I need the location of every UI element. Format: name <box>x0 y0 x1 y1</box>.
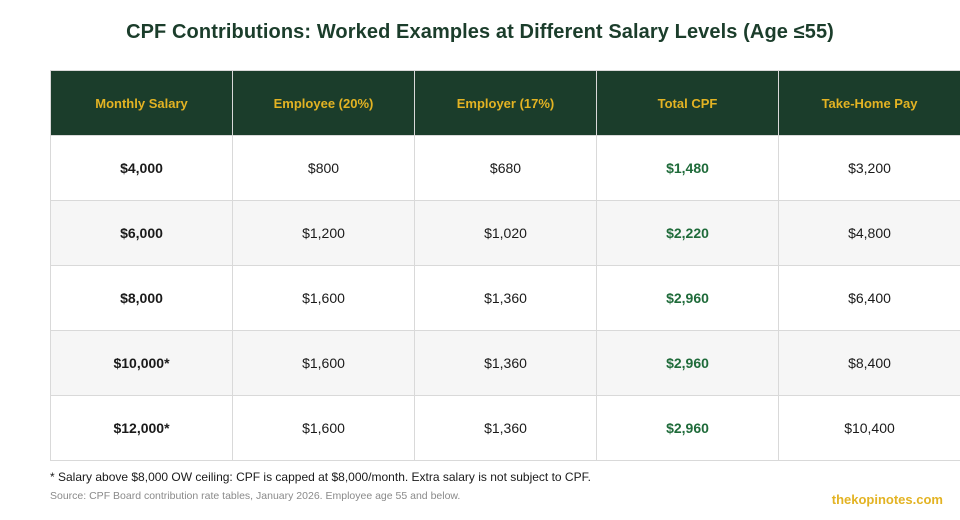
cell-employee: $1,200 <box>232 200 415 266</box>
footnote: * Salary above $8,000 OW ceiling: CPF is… <box>50 470 591 484</box>
cell-employer: $1,360 <box>414 330 597 396</box>
cell-take-home-pay: $8,400 <box>778 330 960 396</box>
cell-monthly-salary: $10,000* <box>50 330 233 396</box>
table-header-row: Monthly Salary Employee (20%) Employer (… <box>50 70 960 136</box>
header-take-home-pay: Take-Home Pay <box>778 70 960 136</box>
source-note: Source: CPF Board contribution rate tabl… <box>50 490 461 502</box>
cell-employee: $1,600 <box>232 395 415 461</box>
table-row: $6,000 $1,200 $1,020 $2,220 $4,800 <box>50 200 960 266</box>
cpf-contributions-table: Monthly Salary Employee (20%) Employer (… <box>50 70 960 461</box>
brand-watermark: thekopinotes.com <box>831 492 943 507</box>
cell-employer: $1,020 <box>414 200 597 266</box>
table-row: $4,000 $800 $680 $1,480 $3,200 <box>50 135 960 201</box>
table-row: $10,000* $1,600 $1,360 $2,960 $8,400 <box>50 330 960 396</box>
cell-employee: $1,600 <box>232 265 415 331</box>
table-row: $12,000* $1,600 $1,360 $2,960 $10,400 <box>50 395 960 461</box>
cell-total-cpf: $2,960 <box>596 395 779 461</box>
cell-take-home-pay: $4,800 <box>778 200 960 266</box>
cell-take-home-pay: $3,200 <box>778 135 960 201</box>
cell-employer: $1,360 <box>414 265 597 331</box>
cell-monthly-salary: $8,000 <box>50 265 233 331</box>
header-monthly-salary: Monthly Salary <box>50 70 233 136</box>
cell-total-cpf: $2,960 <box>596 265 779 331</box>
cell-employer: $1,360 <box>414 395 597 461</box>
cell-employer: $680 <box>414 135 597 201</box>
cell-monthly-salary: $12,000* <box>50 395 233 461</box>
cell-total-cpf: $2,220 <box>596 200 779 266</box>
cell-monthly-salary: $6,000 <box>50 200 233 266</box>
cell-take-home-pay: $10,400 <box>778 395 960 461</box>
cell-employee: $1,600 <box>232 330 415 396</box>
page-title: CPF Contributions: Worked Examples at Di… <box>126 21 834 43</box>
cell-total-cpf: $2,960 <box>596 330 779 396</box>
header-total-cpf: Total CPF <box>596 70 779 136</box>
header-employer: Employer (17%) <box>414 70 597 136</box>
cell-employee: $800 <box>232 135 415 201</box>
cell-take-home-pay: $6,400 <box>778 265 960 331</box>
table-row: $8,000 $1,600 $1,360 $2,960 $6,400 <box>50 265 960 331</box>
cell-total-cpf: $1,480 <box>596 135 779 201</box>
cell-monthly-salary: $4,000 <box>50 135 233 201</box>
header-employee: Employee (20%) <box>232 70 415 136</box>
